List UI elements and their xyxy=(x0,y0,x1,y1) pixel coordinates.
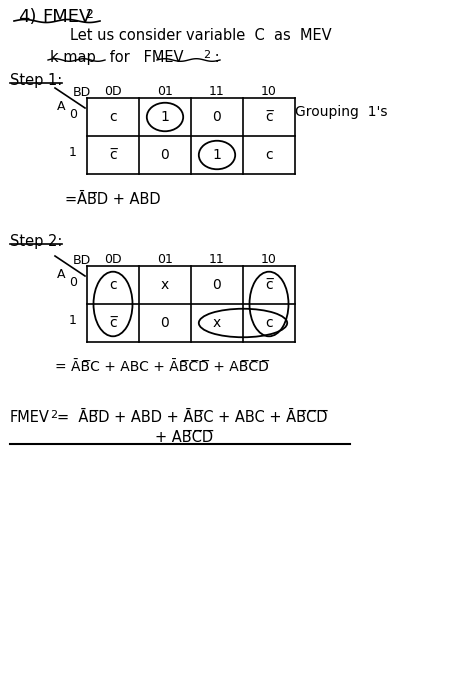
Text: 0: 0 xyxy=(69,277,77,290)
Text: 01: 01 xyxy=(157,253,173,266)
Text: 2: 2 xyxy=(50,410,57,420)
Text: c: c xyxy=(265,148,273,162)
Text: c̅: c̅ xyxy=(265,278,273,292)
Text: BD: BD xyxy=(73,254,91,267)
Text: x: x xyxy=(213,316,221,330)
Text: 11: 11 xyxy=(209,85,225,98)
Text: x: x xyxy=(161,278,169,292)
Text: c: c xyxy=(109,278,117,292)
Text: ĀB̅D + ABD: ĀB̅D + ABD xyxy=(77,192,161,207)
Text: 1: 1 xyxy=(212,148,221,162)
Text: 0: 0 xyxy=(69,109,77,121)
Text: c̅: c̅ xyxy=(109,316,117,330)
Text: 10: 10 xyxy=(261,253,277,266)
Text: 2: 2 xyxy=(203,50,210,60)
Text: :: : xyxy=(210,50,219,65)
Text: Grouping  1's: Grouping 1's xyxy=(295,105,388,119)
Text: Let us consider variable  C  as  MEV: Let us consider variable C as MEV xyxy=(70,28,332,43)
Text: FMEV: FMEV xyxy=(42,8,91,26)
Text: 01: 01 xyxy=(157,85,173,98)
Text: k map   for   FMEV: k map for FMEV xyxy=(50,50,183,65)
Text: = ĀB̅C + ABC + ĀB̅C̅D̅ + AB̅C̅D̅: = ĀB̅C + ABC + ĀB̅C̅D̅ + AB̅C̅D̅ xyxy=(55,360,269,374)
Text: =  ĀB̅D + ABD + ĀB̅C + ABC + ĀB̅C̅D̅: = ĀB̅D + ABD + ĀB̅C + ABC + ĀB̅C̅D̅ xyxy=(57,410,328,425)
Text: BD: BD xyxy=(73,86,91,99)
Text: + AB̅C̅D̅: + AB̅C̅D̅ xyxy=(155,430,213,445)
Text: 1: 1 xyxy=(69,146,77,159)
Text: 0: 0 xyxy=(161,316,169,330)
Text: 0D: 0D xyxy=(104,253,122,266)
Text: 0: 0 xyxy=(161,148,169,162)
Text: 0: 0 xyxy=(213,110,221,124)
Text: A: A xyxy=(57,100,65,113)
Text: Step 1:: Step 1: xyxy=(10,73,62,88)
Text: 11: 11 xyxy=(209,253,225,266)
Text: c: c xyxy=(265,316,273,330)
Text: c: c xyxy=(109,110,117,124)
Text: FMEV: FMEV xyxy=(10,410,50,425)
Text: c̅: c̅ xyxy=(265,110,273,124)
Text: 1: 1 xyxy=(161,110,169,124)
Text: 0D: 0D xyxy=(104,85,122,98)
Text: Step 2:: Step 2: xyxy=(10,234,63,249)
Text: c̅: c̅ xyxy=(109,148,117,162)
Text: A: A xyxy=(57,268,65,281)
Text: =: = xyxy=(65,192,86,207)
Text: 0: 0 xyxy=(213,278,221,292)
Text: 4): 4) xyxy=(18,8,36,26)
Text: 10: 10 xyxy=(261,85,277,98)
Text: 1: 1 xyxy=(69,315,77,328)
Text: 2: 2 xyxy=(85,8,93,21)
